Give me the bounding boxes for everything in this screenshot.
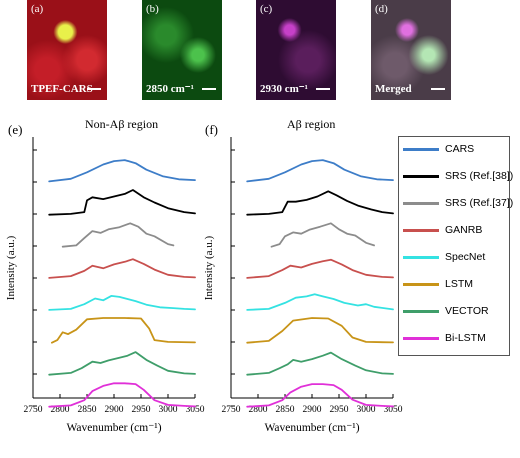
legend-swatch [403, 336, 439, 340]
legend-swatch [403, 282, 439, 286]
x-tick-label: 2750 [24, 405, 43, 415]
y-axis-label: Intensity (a.u.) [5, 235, 17, 300]
series-line-srs-ref-38- [48, 189, 196, 216]
legend-label: SRS (Ref.[37]) [445, 197, 514, 209]
legend-item: CARS [403, 141, 474, 157]
legend-swatch [403, 255, 439, 259]
legend-item: SRS (Ref.[37]) [403, 195, 513, 211]
x-tick-label: 2800 [249, 405, 268, 415]
chart-legend: CARS SRS (Ref.[38]) SRS (Ref.[37]) GANRB… [398, 136, 513, 356]
x-tick-label: 2750 [222, 405, 241, 415]
series-line-ganrb [48, 258, 196, 279]
legend-label: LSTM [445, 278, 474, 290]
series-line-vector [246, 351, 394, 376]
image-tile-d-tag: (d) [375, 3, 388, 15]
legend-item: SpecNet [403, 249, 485, 265]
x-tick-label: 2800 [51, 405, 70, 415]
legend-label: SpecNet [445, 251, 486, 263]
series-line-srs-ref-37- [270, 222, 376, 248]
series-line-specnet [48, 294, 196, 311]
x-tick-label: 3000 [357, 405, 376, 415]
legend-item: Bi-LSTM [403, 330, 486, 346]
series-line-lstm [246, 317, 394, 344]
legend-item: GANRB [403, 222, 482, 238]
x-tick-label: 2950 [132, 405, 151, 415]
series-line-srs-ref-37- [61, 222, 175, 248]
image-tile-a-fill [27, 0, 107, 100]
legend-swatch [403, 201, 439, 205]
image-tile-d: (d) Merged [371, 0, 451, 100]
image-tile-d-fill [371, 0, 451, 100]
image-tile-b-fill [142, 0, 222, 100]
series-line-cars [48, 159, 196, 183]
x-tick-label: 2850 [276, 405, 295, 415]
series-line-vector [48, 351, 196, 376]
legend-label: Bi-LSTM [445, 332, 486, 344]
x-tick-label: 3050 [384, 405, 403, 415]
legend-label: CARS [445, 143, 475, 155]
series-line-cars [246, 159, 394, 183]
x-tick-label: 2900 [303, 405, 322, 415]
image-tile-b-caption: 2850 cm⁻¹ [146, 83, 194, 95]
panel-e-tag: (e) [8, 122, 23, 137]
image-tile-b-tag: (b) [146, 3, 159, 15]
legend-label: SRS (Ref.[38]) [445, 170, 514, 182]
image-tile-c: (c) 2930 cm⁻¹ [256, 0, 336, 100]
image-tile-a-caption: TPEF-CARS [31, 83, 93, 95]
image-tile-c-fill [256, 0, 336, 100]
legend-label: GANRB [445, 224, 483, 236]
series-line-bi-lstm [48, 382, 196, 408]
x-tick-label: 2850 [78, 405, 97, 415]
legend-item: SRS (Ref.[38]) [403, 168, 513, 184]
legend-item: VECTOR [403, 303, 489, 319]
x-tick-label: 2950 [330, 405, 349, 415]
x-tick-label: 3050 [186, 405, 205, 415]
image-tile-b: (b) 2850 cm⁻¹ [142, 0, 222, 100]
legend-swatch [403, 147, 439, 151]
panel-f-tag: (f) [205, 122, 218, 137]
legend-item: LSTM [403, 276, 473, 292]
x-tick-label: 3000 [159, 405, 178, 415]
x-axis-label: Wavenumber (cm⁻¹) [264, 422, 359, 434]
y-axis-label: Intensity (a.u.) [203, 235, 215, 300]
scale-bar [431, 88, 445, 90]
scale-bar [87, 88, 101, 90]
scale-bar [316, 88, 330, 90]
panel-f-title: Aβ region [287, 117, 336, 131]
legend-swatch [403, 228, 439, 232]
image-tile-a: (a) TPEF-CARS [27, 0, 107, 100]
x-axis-label: Wavenumber (cm⁻¹) [66, 422, 161, 434]
panel-e-title: Non-Aβ region [85, 117, 159, 131]
series-line-specnet [246, 293, 394, 311]
image-tile-c-caption: 2930 cm⁻¹ [260, 83, 308, 95]
image-tile-d-caption: Merged [375, 83, 412, 95]
x-tick-label: 2900 [105, 405, 124, 415]
series-line-lstm [51, 317, 196, 344]
legend-swatch [403, 309, 439, 313]
scale-bar [202, 88, 216, 90]
image-tile-a-tag: (a) [31, 3, 44, 15]
series-line-ganrb [246, 258, 394, 279]
legend-label: VECTOR [445, 305, 489, 317]
series-line-bi-lstm [246, 383, 394, 408]
legend-swatch [403, 174, 439, 178]
series-line-srs-ref-38- [246, 190, 394, 216]
image-tile-c-tag: (c) [260, 3, 273, 15]
